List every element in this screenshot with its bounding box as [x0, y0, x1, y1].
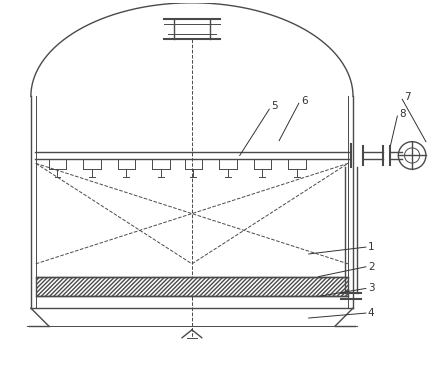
Bar — [36, 277, 348, 296]
Text: 8: 8 — [399, 109, 406, 119]
Text: 6: 6 — [301, 96, 307, 106]
Text: 2: 2 — [368, 262, 374, 272]
Text: 5: 5 — [271, 101, 278, 111]
Text: 1: 1 — [368, 242, 374, 252]
Text: 3: 3 — [368, 283, 374, 294]
Text: 4: 4 — [368, 308, 374, 318]
Text: 7: 7 — [404, 93, 411, 102]
